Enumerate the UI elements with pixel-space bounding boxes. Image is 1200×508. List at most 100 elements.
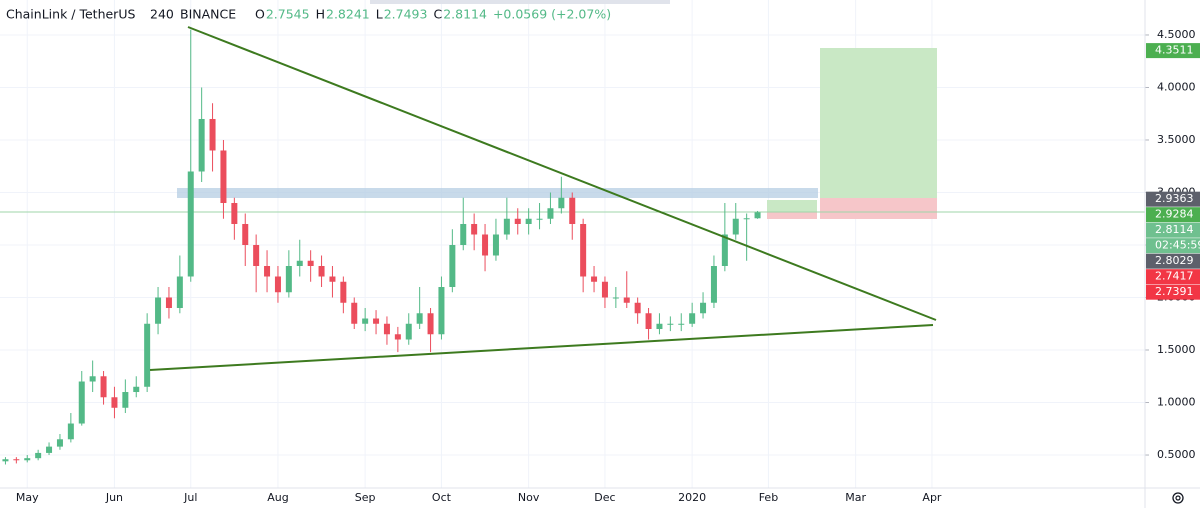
candle-body <box>24 458 31 461</box>
candle-body <box>689 313 696 324</box>
candle-body <box>416 313 423 324</box>
candle-body <box>242 223 249 245</box>
ohlc-value: 2.7493 <box>384 7 428 22</box>
candle-body <box>2 459 9 462</box>
candle-body <box>56 439 63 447</box>
price-tag <box>1146 269 1200 285</box>
y-tick-label: 0.5000 <box>1157 448 1196 461</box>
candle-body <box>122 392 129 408</box>
candle-body <box>601 281 608 298</box>
ohlc-label: L <box>376 7 383 22</box>
x-tick-label: 2020 <box>678 491 706 504</box>
candle-body <box>220 150 227 203</box>
y-tick-label: 3.5000 <box>1157 133 1196 146</box>
candle-body <box>536 218 543 220</box>
ohlc-label: O <box>255 7 265 22</box>
candle-body <box>460 223 467 245</box>
resistance-zone <box>177 188 818 198</box>
candle-body <box>351 302 358 324</box>
candle-body <box>67 423 74 440</box>
price-tag-label: 2.9363 <box>1155 192 1194 205</box>
x-tick-label: Jul <box>183 491 197 504</box>
candle-body <box>373 318 380 324</box>
candle-body <box>732 218 739 235</box>
stop-zone <box>820 198 937 219</box>
settings-icon[interactable] <box>1172 492 1184 504</box>
candle-body <box>176 276 183 309</box>
candle-body <box>503 218 510 235</box>
candle-body <box>623 297 630 303</box>
x-tick-label: Mar <box>845 491 866 504</box>
target-zone <box>820 48 937 198</box>
price-tag-label: 2.7391 <box>1155 285 1194 298</box>
y-tick-label: 1.0000 <box>1157 396 1196 409</box>
price-tag <box>1146 222 1200 238</box>
target-zone-small <box>767 200 817 212</box>
x-tick-label: Feb <box>759 491 778 504</box>
candle-body <box>547 208 554 219</box>
candle-body <box>340 281 347 303</box>
x-tick-label: Apr <box>922 491 942 504</box>
candle-body <box>318 266 325 277</box>
candle-body <box>514 218 521 224</box>
candle-body <box>362 318 369 324</box>
x-tick-label: Sep <box>355 491 376 504</box>
candle-body <box>285 266 292 293</box>
ohlc-value: 2.8241 <box>326 7 370 22</box>
candle-body <box>558 197 565 209</box>
price-tag <box>1146 191 1200 207</box>
candle-body <box>721 234 728 267</box>
x-tick-label: Oct <box>432 491 452 504</box>
candle-body <box>209 118 216 151</box>
candle-body <box>656 323 663 330</box>
candle-body <box>78 381 85 424</box>
candle-body <box>569 197 576 224</box>
x-tick-label: Aug <box>267 491 288 504</box>
stop-zone-small <box>767 212 817 219</box>
candle-body <box>427 313 434 335</box>
price-tag <box>1146 238 1200 254</box>
x-tick-label: Nov <box>518 491 540 504</box>
symbol: ChainLink / TetherUS <box>6 7 135 22</box>
y-tick-label: 4.5000 <box>1157 28 1196 41</box>
ohlc-label: H <box>316 7 325 22</box>
candle-body <box>754 212 761 219</box>
price-tag <box>1146 207 1200 223</box>
legend-header: ChainLink / TetherUS 240 BINANCE O 2.7545… <box>6 7 611 22</box>
price-tag-label: 2.8114 <box>1155 223 1194 236</box>
candle-body <box>35 452 42 459</box>
candle-body <box>438 287 445 335</box>
x-tick-label: Jun <box>105 491 123 504</box>
candle-body <box>198 118 205 172</box>
trend-line-upper <box>187 26 937 321</box>
ohlc-label: C <box>433 7 442 22</box>
top-toolbar[interactable] <box>370 0 670 4</box>
candle-body <box>591 276 598 282</box>
price-tag-label: 2.9284 <box>1155 208 1194 221</box>
candle-body <box>667 323 674 325</box>
candle-body <box>100 376 107 398</box>
candle-body <box>165 297 172 309</box>
candle-body <box>743 218 750 220</box>
candle-body <box>482 234 489 256</box>
candle-body <box>449 244 456 288</box>
candle-body <box>645 313 652 330</box>
candle-body <box>471 223 478 235</box>
candle-body <box>492 234 499 256</box>
candle-body <box>133 386 140 393</box>
price-tag-label: 2.8029 <box>1155 254 1194 267</box>
price-tag-label: 02:45:59 <box>1155 239 1200 252</box>
price-tag-label: 4.3511 <box>1155 44 1194 57</box>
candle-body <box>144 323 151 387</box>
interval: 240 <box>150 7 174 22</box>
price-tag <box>1146 253 1200 269</box>
candle-body <box>89 376 96 382</box>
candle-body <box>612 297 619 299</box>
candle-body <box>394 334 401 340</box>
candle-body <box>525 218 532 224</box>
ohlc-value: 2.8114 <box>443 7 487 22</box>
candle-body <box>296 260 303 267</box>
price-tag-label: 2.7417 <box>1155 270 1194 283</box>
